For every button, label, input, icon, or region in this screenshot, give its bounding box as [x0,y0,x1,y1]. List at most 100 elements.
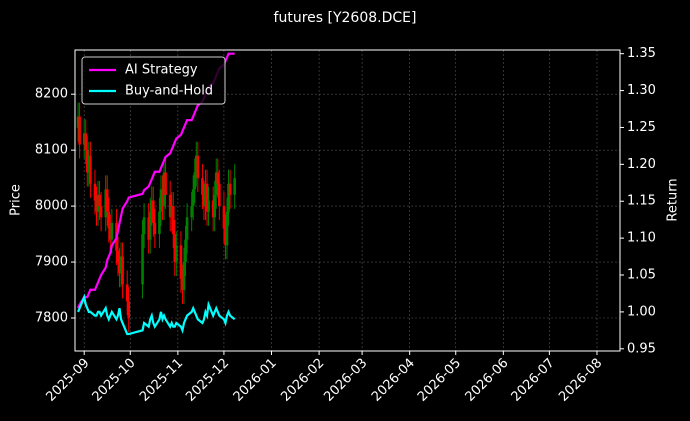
candle-body [127,301,131,318]
y-tick-label: 8000 [35,199,68,214]
candle-body [162,172,166,207]
candle-body [214,172,218,195]
candle-body [216,172,220,184]
candle-body [168,194,172,218]
legend-label: AI Strategy [125,63,198,78]
candle-body [98,194,101,207]
candle-body [119,256,123,274]
candle-body [118,262,121,274]
candle-body [202,194,206,207]
candle-body [109,228,112,240]
x-tick-label: 2026-06 [463,356,512,405]
candle-body [85,150,89,173]
candle-body [191,189,195,207]
candle-body [233,178,236,195]
candle-body [222,206,226,229]
y2-tick-label: 1.00 [627,304,656,319]
x-tick-label: 2026-02 [278,356,327,405]
y-tick-label: 8200 [35,87,68,102]
candle-body [121,256,124,285]
candle-body [207,200,210,212]
candle-body [116,250,120,263]
candle-body [193,172,197,190]
y2-tick-label: 1.05 [627,268,656,283]
candle-body [170,206,174,218]
x-tick-label: 2026-07 [509,356,558,405]
candle-body [82,133,86,145]
candle-body [87,155,91,173]
candle-body [164,172,167,195]
y-tick-label: 8100 [35,143,68,158]
candle-body [148,211,152,240]
candle-body [105,189,109,212]
candle-body [99,206,103,218]
candle-body [84,133,88,151]
candle-body [107,211,111,229]
y2-tick-label: 1.15 [627,194,656,209]
candle-body [78,116,81,145]
y2-tick-label: 1.20 [627,157,656,172]
candle-body [173,234,177,263]
candle-body [196,155,200,179]
y2-tick-label: 1.10 [627,231,656,246]
candle-body [151,200,155,223]
candle-body [182,262,186,291]
y-tick-label: 7800 [35,310,68,325]
candle-body [218,183,221,207]
candle-body [153,222,157,235]
candle-body [190,206,193,218]
candle-body [141,234,144,285]
candle-body [110,222,114,240]
candle-body [159,189,163,212]
candle-body [158,211,161,235]
candle-body [104,189,108,218]
y-axis-label: Price [9,184,24,216]
candle-body [224,228,227,246]
candle-body [89,155,92,184]
candle-body [184,239,187,263]
return-line [77,293,236,336]
y2-axis-label: Return [666,178,681,221]
candle-body [175,245,178,263]
x-tick-label: 2026-04 [369,356,418,405]
candle-body [204,183,207,207]
x-tick-label: 2026-03 [321,356,370,405]
candle-body [76,116,80,128]
candle-body [181,278,184,291]
y2-tick-label: 0.95 [627,341,656,356]
candle-body [95,200,98,212]
candle-body [201,178,204,195]
plot-frame [74,49,621,352]
legend-label: Buy-and-Hold [125,84,213,99]
y2-tick-label: 1.25 [627,120,656,135]
chart-title: futures [Y2608.DCE] [274,10,417,26]
legend-box [81,56,226,105]
x-tick-label: 2025-10 [90,356,139,405]
candle-body [205,183,209,212]
candle-body [194,155,198,173]
candle-body [171,206,175,235]
x-tick-label: 2026-05 [415,356,464,405]
x-tick-label: 2025-09 [43,356,92,405]
candle-body [93,183,97,201]
candle-body [228,183,232,195]
candle-body [147,217,150,240]
candle-body [142,217,146,235]
y2-tick-label: 1.30 [627,83,656,98]
candle-body [185,217,189,240]
x-tick-label: 2026-08 [556,356,605,405]
y-tick-label: 7900 [35,255,68,270]
candle-body [179,245,183,279]
x-tick-label: 2025-12 [183,356,232,405]
candle-body [161,189,164,207]
x-tick-label: 2025-11 [137,356,186,405]
candle-body [225,211,229,246]
candle-body [96,194,100,212]
candle-body [213,194,217,218]
candle-body [150,200,154,212]
candle-body [211,200,215,218]
x-tick-label: 2026-01 [231,356,280,405]
candle-body [125,284,129,302]
y2-tick-label: 1.35 [627,46,656,61]
